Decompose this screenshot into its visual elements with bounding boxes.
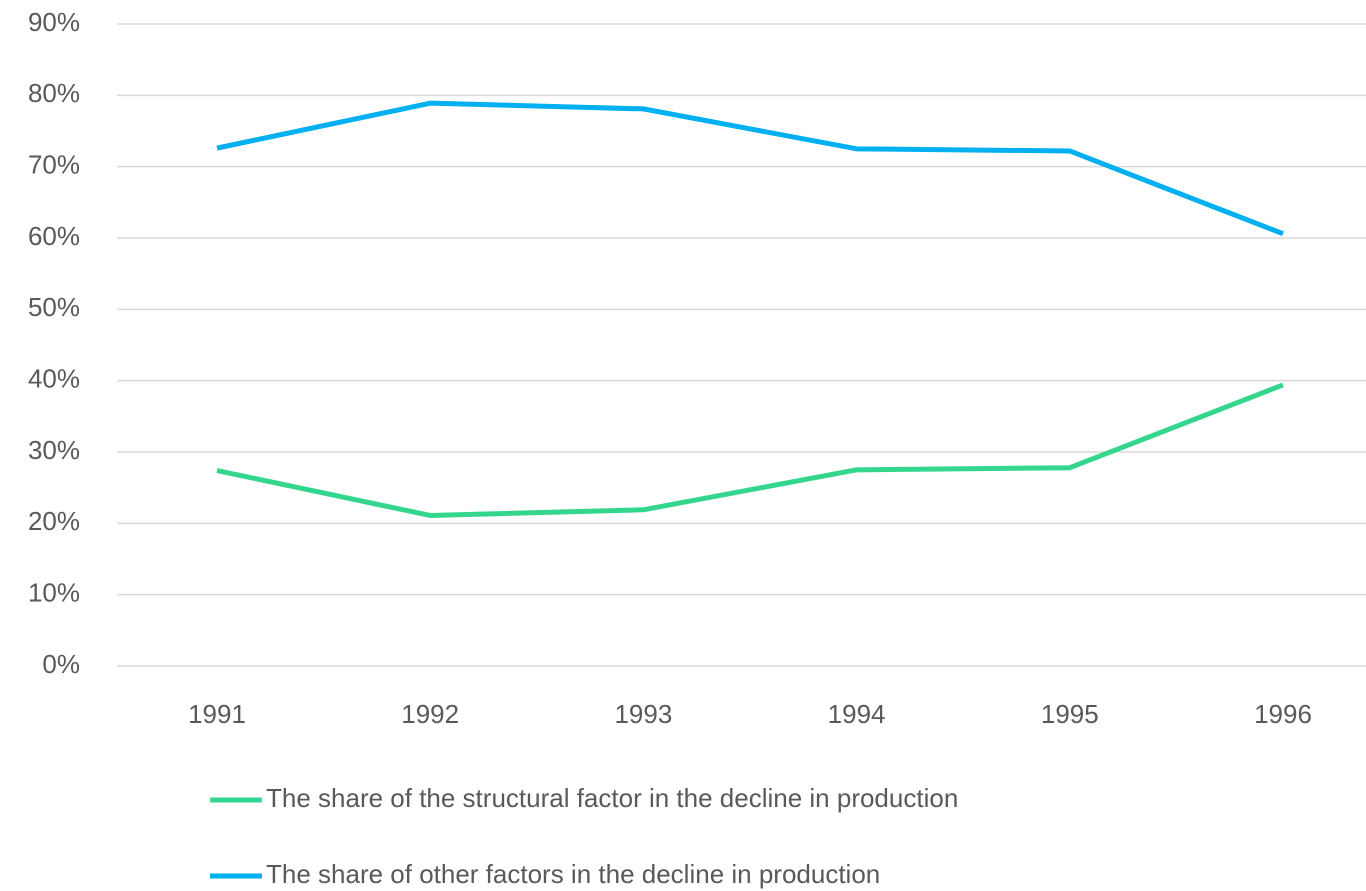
y-tick-label: 40% <box>28 364 80 394</box>
x-tick-label: 1995 <box>1041 699 1099 729</box>
y-tick-label: 70% <box>28 150 80 180</box>
y-tick-label: 50% <box>28 292 80 322</box>
y-tick-label: 60% <box>28 221 80 251</box>
y-tick-label: 20% <box>28 506 80 536</box>
x-tick-label: 1994 <box>828 699 886 729</box>
series-line <box>216 100 1284 237</box>
x-tick-label: 1992 <box>401 699 459 729</box>
series-line <box>216 382 1284 518</box>
x-tick-label: 1991 <box>188 699 246 729</box>
legend-label: The share of other factors in the declin… <box>266 859 880 889</box>
legend-label: The share of the structural factor in th… <box>266 783 958 813</box>
y-tick-label: 0% <box>42 649 80 679</box>
y-tick-label: 80% <box>28 78 80 108</box>
y-tick-label: 90% <box>28 7 80 37</box>
y-tick-label: 30% <box>28 435 80 465</box>
y-tick-label: 10% <box>28 578 80 608</box>
x-tick-label: 1993 <box>614 699 672 729</box>
x-tick-label: 1996 <box>1254 699 1312 729</box>
